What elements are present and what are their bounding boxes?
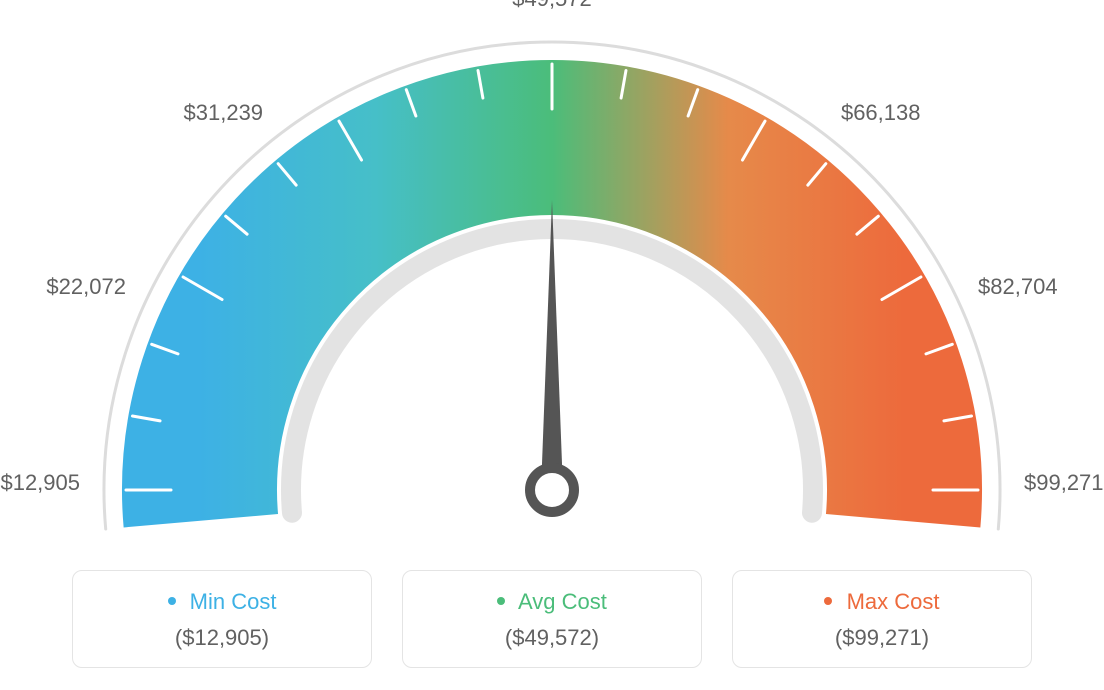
legend-title-avg: Avg Cost	[413, 589, 691, 615]
legend-value-max: ($99,271)	[743, 625, 1021, 651]
cost-gauge: $12,905 $22,072 $31,239 $49,572 $66,138 $82,7…	[0, 0, 1104, 560]
legend-label-max: Max Cost	[847, 589, 940, 614]
dot-icon	[824, 597, 832, 605]
gauge-svg	[0, 0, 1104, 560]
legend-label-avg: Avg Cost	[518, 589, 607, 614]
dot-icon	[497, 597, 505, 605]
gauge-tick-label: $66,138	[841, 100, 921, 126]
legend-label-min: Min Cost	[190, 589, 277, 614]
dot-icon	[168, 597, 176, 605]
gauge-tick-label: $82,704	[978, 274, 1058, 300]
gauge-tick-label: $49,572	[512, 0, 592, 12]
legend-value-min: ($12,905)	[83, 625, 361, 651]
legend-box-max: Max Cost ($99,271)	[732, 570, 1032, 668]
legend-box-min: Min Cost ($12,905)	[72, 570, 372, 668]
legend-title-max: Max Cost	[743, 589, 1021, 615]
legend-box-avg: Avg Cost ($49,572)	[402, 570, 702, 668]
legend-title-min: Min Cost	[83, 589, 361, 615]
legend-value-avg: ($49,572)	[413, 625, 691, 651]
gauge-tick-label: $99,271	[1024, 470, 1104, 496]
gauge-tick-label: $22,072	[46, 274, 126, 300]
gauge-tick-label: $12,905	[0, 470, 80, 496]
legend-row: Min Cost ($12,905) Avg Cost ($49,572) Ma…	[0, 570, 1104, 668]
gauge-tick-label: $31,239	[184, 100, 264, 126]
